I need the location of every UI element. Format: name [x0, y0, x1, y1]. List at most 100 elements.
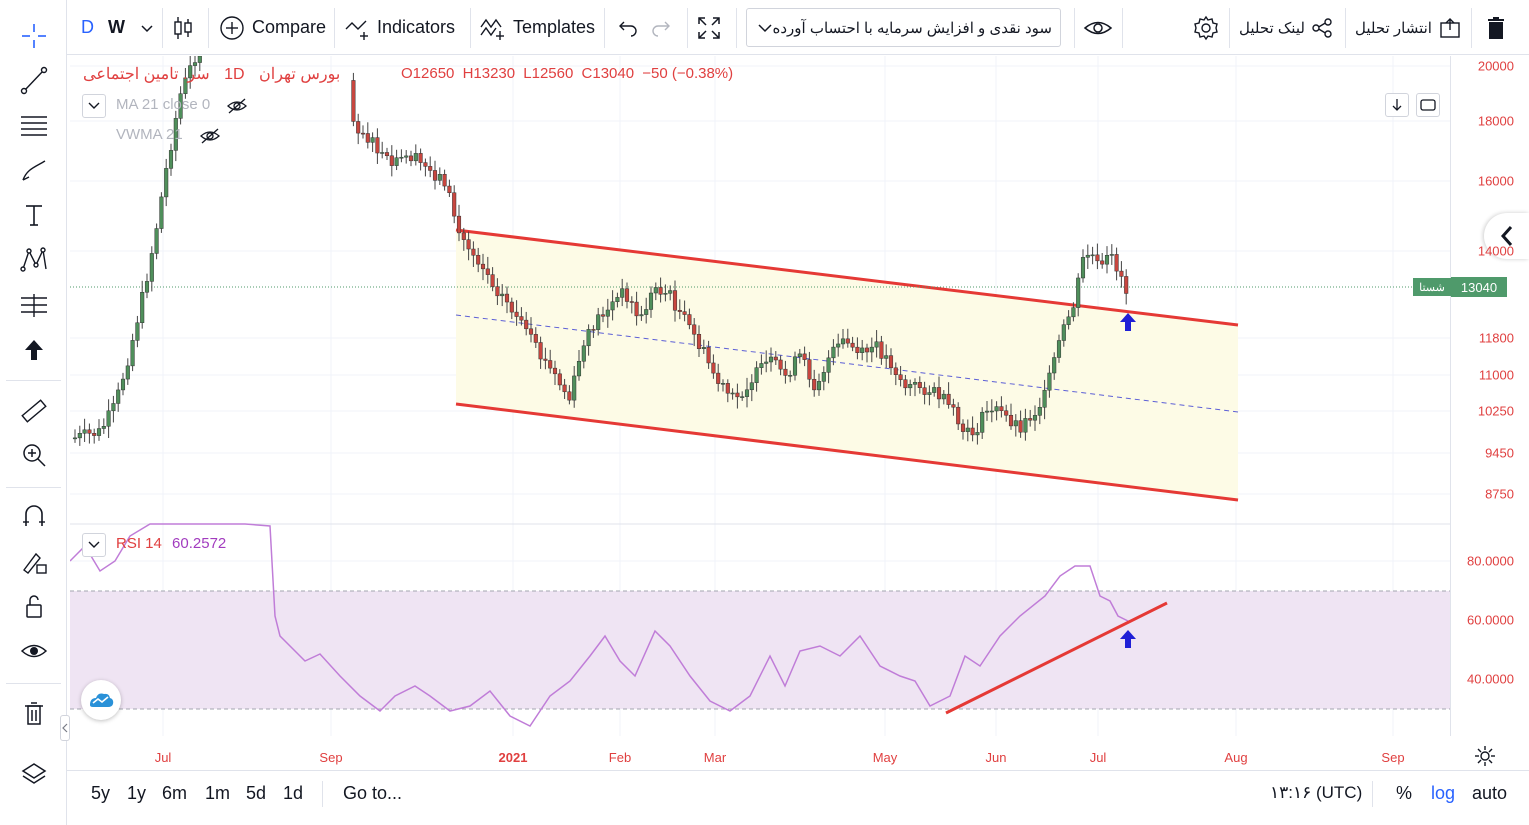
interval-dropdown-icon[interactable] [140, 0, 154, 55]
visibility-icon[interactable] [14, 633, 54, 669]
price-scale[interactable]: 20000 18000 16000 14000 11800 11000 1025… [1413, 56, 1529, 736]
legend-collapse-button[interactable] [82, 94, 106, 118]
candle-body [173, 118, 178, 151]
percent-toggle[interactable]: % [1396, 783, 1413, 803]
candle-body [893, 367, 898, 375]
object-tree-icon[interactable] [14, 755, 54, 791]
candle-body [672, 290, 678, 311]
candle-body [999, 406, 1004, 411]
candle-body [912, 382, 918, 385]
channel-fill [456, 230, 1238, 500]
ruler-icon[interactable] [14, 393, 54, 429]
channel-lower-line[interactable] [455, 402, 1239, 502]
brush-icon[interactable] [14, 152, 54, 188]
rsi-collapse-button[interactable] [82, 533, 106, 557]
candle-body [1013, 420, 1018, 427]
candle-body [677, 309, 682, 312]
right-panel-toggle[interactable] [1484, 213, 1529, 259]
candle-body [884, 355, 889, 359]
candle-body [447, 185, 452, 193]
candle-body [658, 287, 663, 295]
goto-button[interactable]: Go to... [343, 783, 403, 803]
candle-body [984, 410, 990, 413]
candles-icon[interactable] [171, 0, 195, 55]
range-6m-button[interactable]: 6m [162, 783, 188, 803]
undo-icon[interactable] [617, 0, 639, 55]
prediction-tool-icon[interactable] [14, 287, 54, 323]
trend-line-icon[interactable] [14, 62, 54, 98]
hidden-eye-icon[interactable] [226, 96, 248, 116]
logo-icon[interactable] [81, 680, 121, 720]
maximize-pane-button[interactable] [1416, 93, 1440, 117]
rsi-legend[interactable]: RSI 14 60.2572 [116, 535, 226, 552]
publish-button[interactable]: انتشار تحلیل [1355, 0, 1462, 55]
time-label: Sep [1381, 750, 1405, 765]
timezone-label[interactable]: ۱۳:۱۶ (UTC) [1270, 783, 1363, 802]
candle-body [360, 132, 366, 135]
candle-body [596, 314, 601, 330]
vwma-legend[interactable]: VWMA 21 [116, 126, 183, 143]
chart-canvas[interactable] [70, 56, 1450, 736]
interval-d-button[interactable]: D [81, 17, 94, 37]
interval-w-button[interactable]: W [108, 17, 125, 37]
redo-icon[interactable] [650, 0, 672, 55]
delete-layout-icon[interactable] [1485, 0, 1507, 55]
time-label: Aug [1224, 750, 1248, 765]
candle-body [567, 391, 572, 401]
arrow-up-marker[interactable] [1120, 630, 1136, 648]
pattern-icon[interactable] [14, 242, 54, 278]
range-1m-button[interactable]: 1m [205, 783, 231, 803]
templates-button[interactable]: Templates [479, 0, 595, 55]
range-5y-button[interactable]: 5y [91, 783, 111, 803]
price-label: 18000 [1477, 113, 1514, 129]
candle-body [485, 268, 490, 275]
candle-body [735, 392, 740, 398]
time-label: Feb [608, 750, 632, 765]
layout-selector[interactable]: سود نقدی و افزایش سرمایه با احتساب آورده [746, 8, 1061, 47]
eye-icon[interactable] [1083, 0, 1113, 55]
share-link-button[interactable]: لینک تحلیل [1239, 0, 1333, 55]
candle-body [668, 290, 673, 294]
candle-body [1080, 257, 1086, 279]
candle-body [744, 389, 750, 397]
compare-button[interactable]: Compare [219, 0, 326, 55]
candle-body [1061, 324, 1066, 341]
unlock-icon[interactable] [14, 588, 54, 624]
time-axis[interactable]: Jul Sep 2021 Feb Mar May Jun Jul Aug Sep [70, 740, 1450, 770]
scroll-down-button[interactable] [1385, 93, 1409, 117]
trash-icon[interactable] [14, 695, 54, 731]
candle-body [869, 346, 874, 353]
rsi-trend-line[interactable] [945, 601, 1168, 715]
candle-body [140, 291, 145, 324]
candle-body [466, 239, 471, 250]
range-5d-button[interactable]: 5d [246, 783, 267, 803]
toolbar-collapse-handle[interactable] [60, 715, 70, 741]
candle-body [898, 374, 903, 380]
range-1y-button[interactable]: 1y [127, 783, 147, 803]
axis-settings-icon[interactable] [1474, 745, 1496, 767]
symbol-name: سر. تامین اجتماعی [83, 66, 210, 83]
arrow-up-marker[interactable] [1120, 313, 1136, 331]
candle-body [605, 309, 610, 317]
range-1d-button[interactable]: 1d [283, 783, 304, 803]
price-label: 10250 [1477, 403, 1514, 419]
crosshair-icon[interactable] [14, 18, 54, 54]
magnet-icon[interactable] [14, 498, 54, 534]
fullscreen-icon[interactable] [696, 0, 722, 55]
settings-icon[interactable] [1193, 0, 1219, 55]
legend-interval: 1D [224, 66, 245, 83]
ma-legend[interactable]: MA 21 close 0 [116, 96, 210, 113]
text-tool-icon[interactable] [14, 197, 54, 233]
layout-title: سود نقدی و افزایش سرمایه با احتساب آورده [772, 19, 1052, 37]
price-label: 16000 [1477, 173, 1514, 189]
indicators-button[interactable]: Indicators [344, 0, 455, 55]
fib-retracement-icon[interactable] [14, 107, 54, 143]
candle-body [826, 357, 831, 373]
channel-upper-line[interactable] [455, 228, 1239, 327]
zoom-in-icon[interactable] [14, 437, 54, 473]
arrow-up-icon[interactable] [14, 332, 54, 368]
auto-toggle[interactable]: auto [1472, 783, 1508, 803]
lock-drawing-icon[interactable] [14, 543, 54, 579]
hidden-eye-icon[interactable] [199, 126, 221, 146]
log-toggle[interactable]: log [1431, 783, 1456, 803]
